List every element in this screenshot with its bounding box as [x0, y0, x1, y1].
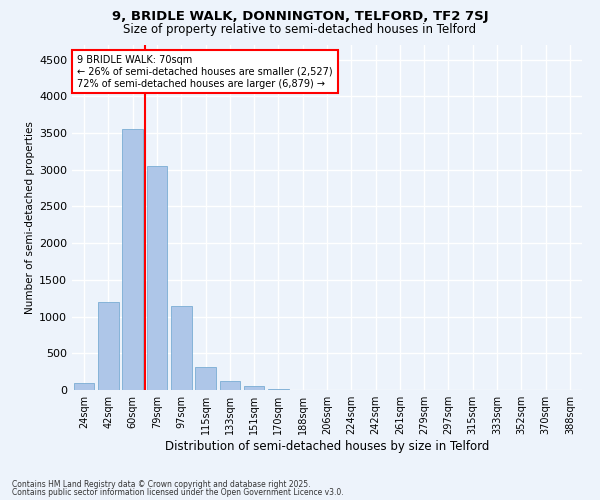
Y-axis label: Number of semi-detached properties: Number of semi-detached properties — [25, 121, 35, 314]
Bar — [220, 381, 240, 390]
X-axis label: Distribution of semi-detached houses by size in Telford: Distribution of semi-detached houses by … — [165, 440, 489, 453]
Bar — [122, 130, 143, 390]
Bar — [195, 367, 216, 390]
Text: Size of property relative to semi-detached houses in Telford: Size of property relative to semi-detach… — [124, 22, 476, 36]
Bar — [171, 306, 191, 390]
Bar — [74, 382, 94, 390]
Text: 9, BRIDLE WALK, DONNINGTON, TELFORD, TF2 7SJ: 9, BRIDLE WALK, DONNINGTON, TELFORD, TF2… — [112, 10, 488, 23]
Bar — [146, 166, 167, 390]
Bar — [244, 386, 265, 390]
Bar — [98, 302, 119, 390]
Text: Contains public sector information licensed under the Open Government Licence v3: Contains public sector information licen… — [12, 488, 344, 497]
Text: Contains HM Land Registry data © Crown copyright and database right 2025.: Contains HM Land Registry data © Crown c… — [12, 480, 311, 489]
Text: 9 BRIDLE WALK: 70sqm
← 26% of semi-detached houses are smaller (2,527)
72% of se: 9 BRIDLE WALK: 70sqm ← 26% of semi-detac… — [77, 56, 333, 88]
